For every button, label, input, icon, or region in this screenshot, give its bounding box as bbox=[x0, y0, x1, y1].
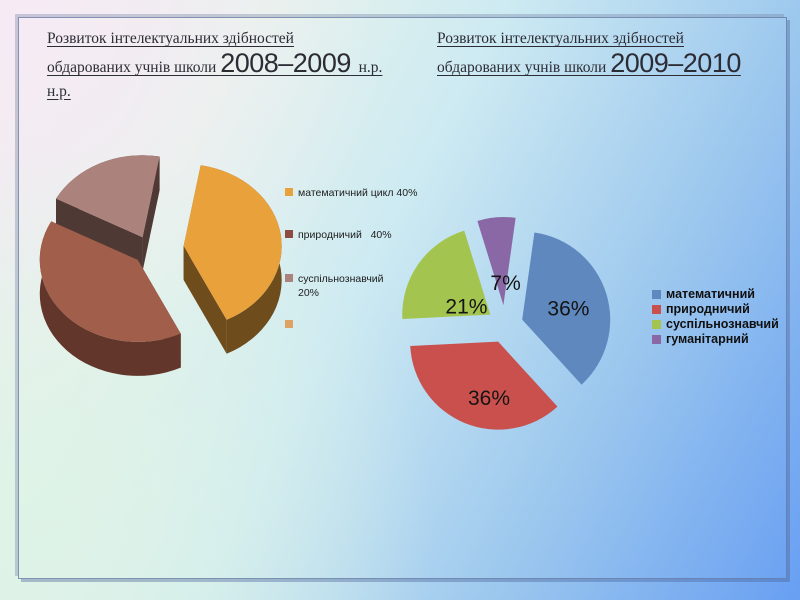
legend-color-swatch bbox=[652, 335, 661, 344]
legend-color-swatch bbox=[285, 230, 293, 238]
pie-data-label: 21% bbox=[445, 295, 487, 318]
legend-color-swatch bbox=[285, 274, 293, 282]
legend-item: природничий bbox=[652, 302, 779, 317]
right-chart-legend: математичний природничий суспільнознавчи… bbox=[652, 287, 779, 347]
legend-item: гуманітарний bbox=[652, 332, 779, 347]
legend-item bbox=[285, 318, 298, 328]
legend-label: математичний bbox=[666, 287, 755, 301]
legend-item: суспільнознавчий bbox=[652, 317, 779, 332]
legend-item: природничий 40% bbox=[285, 228, 392, 242]
legend-label: гуманітарний bbox=[666, 332, 749, 346]
legend-color-swatch bbox=[652, 320, 661, 329]
pie-data-label: 36% bbox=[468, 387, 510, 410]
title-line: Розвиток інтелектуальних здібностей bbox=[437, 30, 684, 47]
legend-color-swatch bbox=[285, 320, 293, 328]
legend-item: математичний цикл 40% bbox=[285, 186, 417, 200]
title-line: н.р. bbox=[47, 82, 71, 100]
legend-label: природничий 40% bbox=[298, 229, 392, 241]
right-chart-title: Розвиток інтелектуальних здібностей обда… bbox=[437, 27, 777, 80]
left-chart-legend: математичний цикл 40% природничий 40% су… bbox=[285, 186, 435, 336]
legend-label: природничий bbox=[666, 302, 750, 316]
legend-color-swatch bbox=[285, 188, 293, 196]
pie-data-label: 36% bbox=[547, 297, 589, 320]
legend-item: суспільнознавчий 20% bbox=[285, 272, 397, 300]
legend-color-swatch bbox=[652, 305, 661, 314]
title-years: 2008–2009 bbox=[220, 48, 351, 79]
legend-label: математичний цикл 40% bbox=[298, 187, 418, 199]
title-line: обдарованих учнів школи 2009–2010 bbox=[437, 48, 741, 79]
title-line: обдарованих учнів школи 2008–2009 н.р. bbox=[47, 48, 383, 79]
legend-label: суспільнознавчий 20% bbox=[298, 273, 384, 300]
pie-data-label: 7% bbox=[490, 272, 520, 295]
title-line: Розвиток інтелектуальних здібностей bbox=[47, 30, 294, 47]
legend-color-swatch bbox=[652, 290, 661, 299]
legend-label: суспільнознавчий bbox=[666, 317, 779, 331]
left-chart-title: Розвиток інтелектуальних здібностей обда… bbox=[47, 27, 427, 103]
legend-item: математичний bbox=[652, 287, 779, 302]
title-years: 2009–2010 bbox=[610, 48, 741, 79]
